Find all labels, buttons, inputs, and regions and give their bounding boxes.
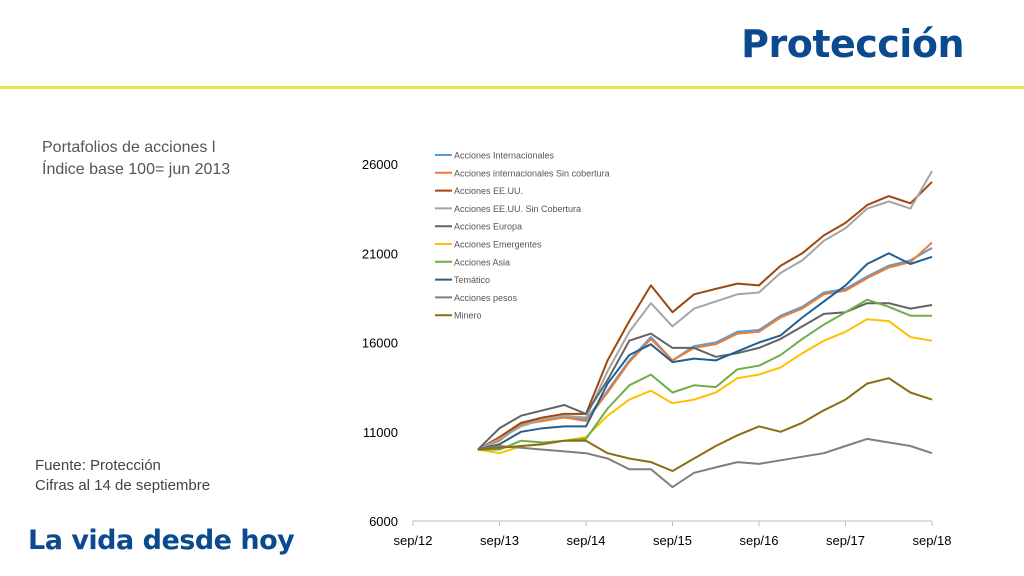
subtitle-line-1: Portafolios de acciones l bbox=[42, 139, 216, 156]
x-tick-label: sep/17 bbox=[826, 533, 865, 548]
legend-label: Temático bbox=[454, 275, 490, 285]
legend-label: Minero bbox=[454, 311, 482, 321]
series-line bbox=[477, 377, 933, 472]
y-tick-label: 16000 bbox=[362, 336, 398, 351]
x-tick-label: sep/14 bbox=[566, 533, 605, 548]
legend-label: Acciones Emergentes bbox=[454, 240, 542, 250]
series-line bbox=[477, 170, 933, 451]
legend-label: Acciones Internacionales bbox=[454, 151, 555, 161]
header-divider bbox=[0, 86, 1024, 89]
x-tick-label: sep/15 bbox=[653, 533, 692, 548]
legend-label: Acciones pesos bbox=[454, 293, 518, 303]
series-line bbox=[477, 252, 933, 451]
series-line bbox=[477, 302, 933, 451]
x-tick-label: sep/18 bbox=[912, 533, 951, 548]
y-tick-label: 21000 bbox=[362, 246, 398, 261]
x-tick-label: sep/16 bbox=[739, 533, 778, 548]
legend-label: Acciones internacionales Sin cobertura bbox=[454, 168, 610, 178]
source-note: Fuente: Protección Cifras al 14 de septi… bbox=[35, 456, 210, 496]
legend-label: Acciones EE.UU. bbox=[454, 186, 523, 196]
series-line bbox=[477, 181, 933, 451]
legend-label: Acciones EE.UU. Sin Cobertura bbox=[454, 204, 581, 214]
series-line bbox=[477, 241, 933, 451]
y-tick-label: 11000 bbox=[363, 425, 398, 440]
source-line-1: Fuente: Protección bbox=[35, 457, 161, 474]
x-tick-label: sep/12 bbox=[393, 533, 432, 548]
legend-label: Acciones Europa bbox=[454, 222, 522, 232]
brand-slogan: La vida desde hoy bbox=[28, 525, 295, 556]
page-title: Protección bbox=[741, 22, 964, 66]
y-tick-label: 6000 bbox=[369, 514, 398, 529]
chart-description: Portafolios de acciones l Índice base 10… bbox=[42, 137, 230, 181]
series-line bbox=[477, 437, 933, 489]
legend-label: Acciones Asia bbox=[454, 257, 510, 267]
subtitle-line-2: Índice base 100= jun 2013 bbox=[42, 161, 231, 178]
y-tick-label: 26000 bbox=[362, 157, 398, 172]
source-line-2: Cifras al 14 de septiembre bbox=[35, 477, 211, 494]
x-tick-label: sep/13 bbox=[480, 533, 519, 548]
